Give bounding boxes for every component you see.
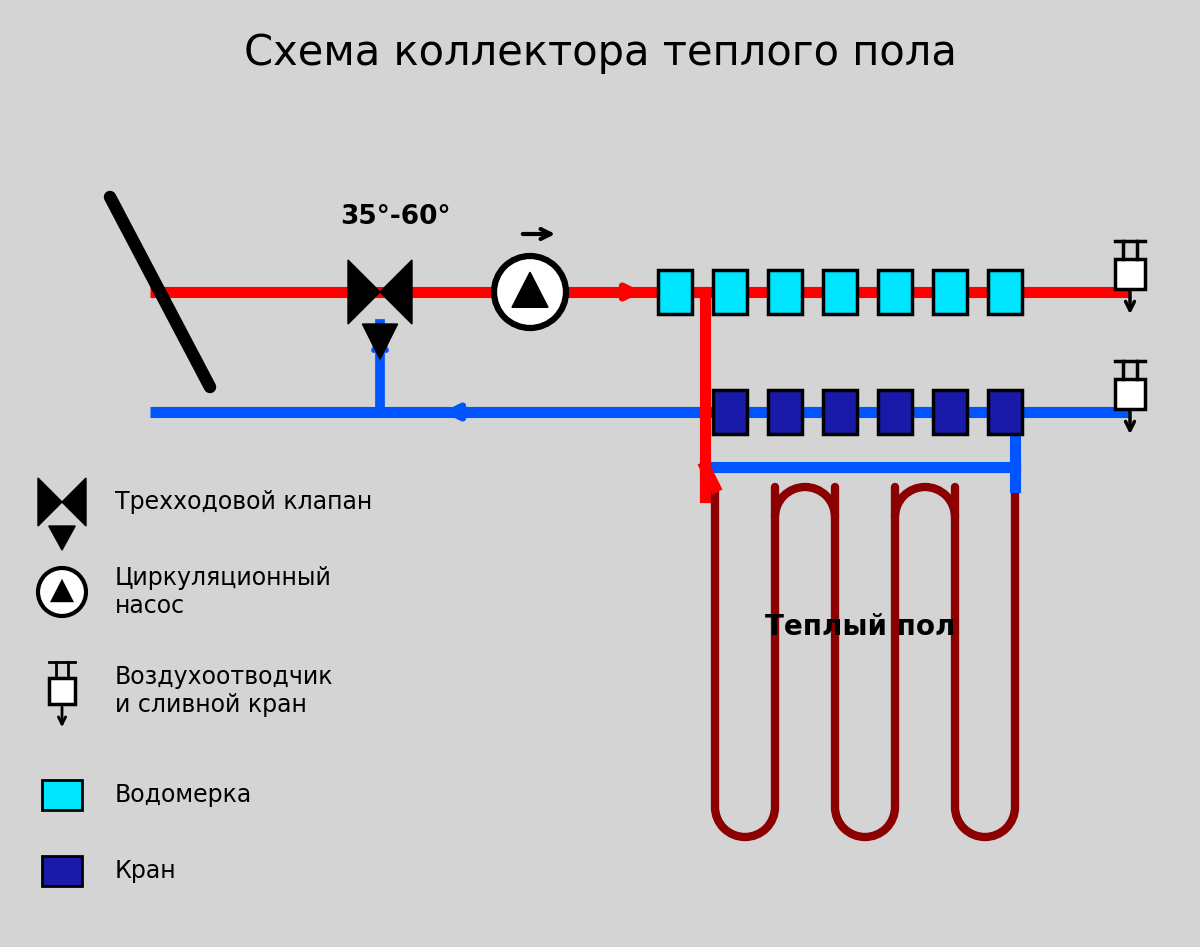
- FancyBboxPatch shape: [42, 779, 82, 810]
- Polygon shape: [50, 579, 74, 602]
- FancyBboxPatch shape: [713, 270, 746, 314]
- Circle shape: [38, 568, 86, 616]
- FancyBboxPatch shape: [768, 390, 802, 434]
- Text: Воздухоотводчик
и сливной кран: Воздухоотводчик и сливной кран: [115, 665, 334, 717]
- FancyBboxPatch shape: [1115, 259, 1145, 289]
- Polygon shape: [512, 272, 548, 307]
- Polygon shape: [362, 324, 397, 359]
- Text: Кран: Кран: [115, 859, 176, 883]
- Polygon shape: [38, 478, 62, 526]
- FancyBboxPatch shape: [658, 270, 692, 314]
- Polygon shape: [49, 526, 76, 550]
- FancyBboxPatch shape: [713, 390, 746, 434]
- FancyBboxPatch shape: [934, 390, 967, 434]
- Text: Циркуляционный
насос: Циркуляционный насос: [115, 566, 332, 617]
- FancyBboxPatch shape: [878, 390, 912, 434]
- Circle shape: [494, 256, 566, 328]
- Text: 35°-60°: 35°-60°: [340, 204, 450, 230]
- Polygon shape: [348, 260, 380, 324]
- Polygon shape: [380, 260, 412, 324]
- FancyBboxPatch shape: [988, 270, 1022, 314]
- Text: Водомерка: Водомерка: [115, 782, 252, 807]
- FancyBboxPatch shape: [823, 270, 857, 314]
- FancyBboxPatch shape: [49, 678, 74, 704]
- FancyBboxPatch shape: [988, 390, 1022, 434]
- FancyBboxPatch shape: [878, 270, 912, 314]
- Text: Теплый пол: Теплый пол: [764, 613, 955, 641]
- FancyBboxPatch shape: [42, 856, 82, 886]
- FancyBboxPatch shape: [768, 270, 802, 314]
- Text: Схема коллектора теплого пола: Схема коллектора теплого пола: [244, 32, 956, 74]
- Polygon shape: [62, 478, 86, 526]
- FancyBboxPatch shape: [823, 390, 857, 434]
- FancyBboxPatch shape: [1115, 379, 1145, 409]
- FancyBboxPatch shape: [934, 270, 967, 314]
- Text: Трехходовой клапан: Трехходовой клапан: [115, 490, 372, 514]
